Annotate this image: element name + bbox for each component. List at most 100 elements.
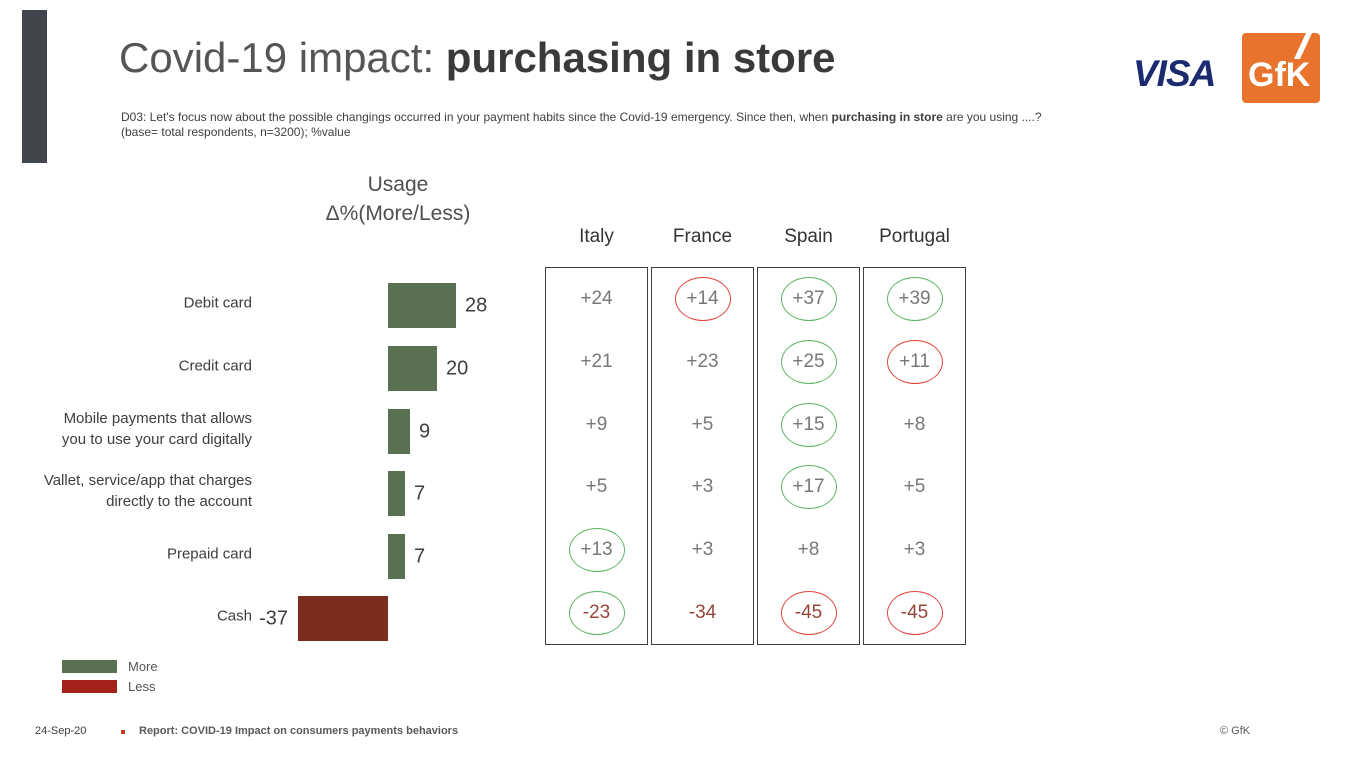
table-cell: +13 [546,519,647,582]
table-cell: +23 [652,331,753,394]
cell-value: -34 [688,601,717,623]
bar-wallet [388,471,405,516]
table-cell: -45 [864,581,965,644]
table-cell: -23 [546,581,647,644]
legend-swatch-more [62,660,117,673]
table-cell: +8 [864,393,965,456]
cell-value: -45 [780,590,837,635]
left-accent-bar [22,10,47,163]
table-cell: +5 [652,393,753,456]
bar-row-wallet: Vallet, service/app that charges directl… [0,471,1354,516]
cell-value: +14 [674,277,731,322]
table-cell: +5 [864,456,965,519]
table-cell: +3 [652,519,753,582]
cell-value: +13 [568,528,625,573]
footer-report-title: Report: COVID-19 Impact on consumers pay… [139,725,459,737]
table-header-italy: Italy [579,226,614,247]
cell-value: +3 [903,539,926,561]
cell-value: -23 [568,590,625,635]
footer-copyright: © GfK [1220,725,1251,737]
legend-row-more: More [62,659,158,674]
table-header-france: France [672,226,733,247]
category-label-wallet: Vallet, service/app that charges directl… [43,472,252,511]
cell-value: +23 [686,351,719,372]
cell-value: +17 [780,465,837,510]
table-cell: +15 [758,393,859,456]
cell-value: +3 [691,476,714,498]
footer-bullet-icon [121,730,125,734]
page-title-light: Covid-19 impact: [119,34,446,81]
legend-swatch-less [62,680,117,693]
table-cell: +17 [758,456,859,519]
cell-value: +5 [903,476,926,498]
bar-row-cash: Cash -37 [0,596,1354,641]
table-cell: -45 [758,581,859,644]
bar-value-prepaid-card: 7 [414,545,426,567]
table-cell: +8 [758,519,859,582]
table-cell: +39 [864,268,965,331]
bar-row-prepaid-card: Prepaid card 7 [0,534,1354,579]
category-label-credit-card: Credit card [178,357,252,375]
cell-value: +3 [691,539,714,561]
cell-value: +5 [585,476,608,498]
survey-question: D03: Let's focus now about the possible … [121,110,1111,140]
table-cell: +11 [864,331,965,394]
category-label-prepaid-card: Prepaid card [166,545,252,563]
question-prefix: D03: Let's focus now about the possible … [121,110,832,124]
table-column-spain: +37 +25 +15 +17 +8 -45 [757,267,860,645]
category-label-cash: Cash [216,607,252,625]
table-cell: -34 [652,581,753,644]
cell-value: +25 [780,340,837,384]
table-header-portugal: Portugal [879,226,950,247]
cell-value: +37 [780,277,837,322]
bar-row-debit-card: Debit card 28 [0,283,1354,328]
gfk-logo: GfK [1242,33,1320,103]
cell-value: +15 [780,402,837,447]
legend-label-more: More [128,659,158,674]
legend: More Less [62,659,158,699]
table-cell: +14 [652,268,753,331]
bar-value-cash: -37 [259,607,288,629]
bar-value-mobile-payments: 9 [419,420,431,442]
table-cell: +21 [546,331,647,394]
cell-value: +5 [691,413,714,435]
question-base: (base= total respondents, n=3200); %valu… [121,125,351,139]
bar-credit-card [388,346,437,391]
page-title: Covid-19 impact: purchasing in store [119,34,836,82]
table-cell: +3 [652,456,753,519]
svg-text:GfK: GfK [1248,56,1311,94]
bar-prepaid-card [388,534,405,579]
footer-date: 24-Sep-20 [35,725,87,737]
cell-value: +9 [585,413,608,435]
cell-value: +24 [580,288,613,310]
legend-label-less: Less [128,679,156,694]
cell-value: +8 [797,539,820,561]
question-bold: purchasing in store [831,110,943,124]
cell-value: +8 [903,413,926,435]
table-cell: +25 [758,331,859,394]
chart-title: Usage Δ%(More/Less) [325,173,471,225]
page-title-bold: purchasing in store [445,34,836,81]
bar-value-debit-card: 28 [465,294,488,316]
table-cell: +5 [546,456,647,519]
bar-row-mobile-payments: Mobile payments that allows you to use y… [0,409,1354,454]
visa-logo: VISA [1133,53,1216,94]
bar-mobile-payments [388,409,410,454]
table-column-france: +14 +23 +5 +3 +3 -34 [651,267,754,645]
cell-value: +11 [886,340,943,384]
cell-value: +21 [580,351,613,372]
bar-cash [298,596,388,641]
bar-value-wallet: 7 [414,482,426,504]
bar-debit-card [388,283,456,328]
bar-value-credit-card: 20 [446,357,469,379]
cell-value: -45 [886,590,943,635]
table-column-portugal: +39 +11 +8 +5 +3 -45 [863,267,966,645]
bar-row-credit-card: Credit card 20 [0,346,1354,391]
question-suffix: are you using ....? [942,110,1042,124]
cell-value: +39 [886,277,943,322]
legend-row-less: Less [62,679,158,694]
table-header-spain: Spain [784,226,833,247]
table-cell: +37 [758,268,859,331]
table-cell: +9 [546,393,647,456]
